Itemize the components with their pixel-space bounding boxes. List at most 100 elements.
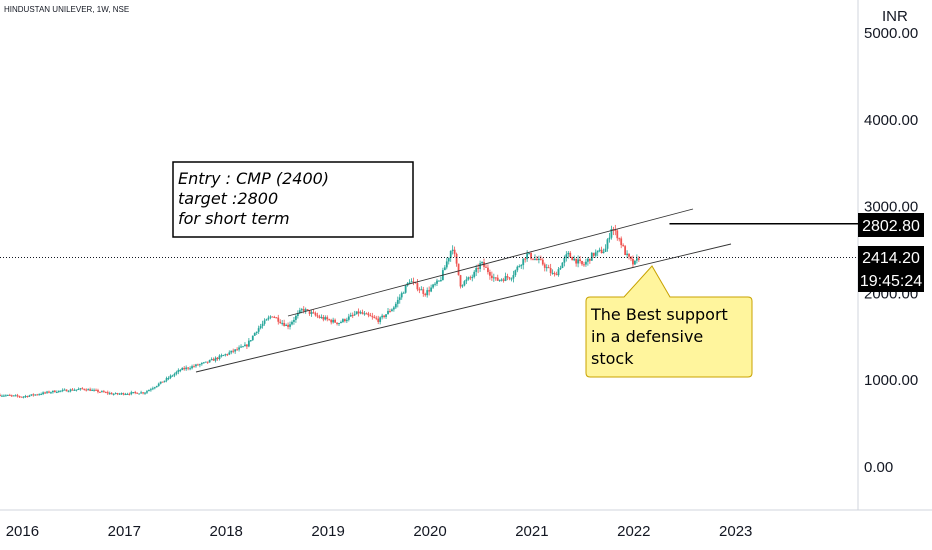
ticker-title: HINDUSTAN UNILEVER, 1W, NSE: [4, 5, 129, 14]
candle: [4, 394, 7, 397]
callout-bubble[interactable]: [585, 265, 753, 378]
price-tag-level-bg: [858, 213, 924, 237]
candle: [65, 389, 68, 392]
candle: [539, 255, 542, 261]
candle: [228, 350, 231, 356]
candle: [381, 313, 384, 320]
x-tick-label: 2023: [719, 523, 752, 540]
price-tag-level: 2802.80: [862, 218, 920, 235]
candle: [59, 390, 62, 393]
candle: [428, 286, 431, 296]
candle: [75, 389, 78, 392]
candle: [206, 361, 209, 364]
candle: [265, 318, 268, 321]
candle: [510, 277, 513, 282]
candle: [214, 356, 217, 363]
candle: [330, 318, 333, 325]
candle: [583, 261, 585, 267]
candle: [359, 310, 362, 315]
candle: [85, 388, 88, 392]
candle: [289, 321, 291, 330]
candle: [8, 393, 11, 396]
candle: [36, 393, 39, 396]
candle: [430, 284, 433, 293]
candle: [283, 319, 286, 327]
candle: [167, 376, 170, 381]
candle: [295, 314, 297, 323]
x-tick-label: 2017: [108, 523, 141, 540]
candle: [365, 312, 368, 315]
candle: [447, 257, 450, 265]
candle: [537, 255, 540, 264]
candle: [500, 278, 503, 282]
candle: [634, 260, 636, 266]
candle: [314, 311, 317, 317]
entry-line-3: for short term: [178, 209, 290, 228]
candle: [579, 256, 581, 264]
candle: [267, 315, 270, 321]
channel-upper-trendline[interactable]: [287, 208, 694, 317]
candle: [189, 366, 191, 371]
y-tick-label: 5000.00: [864, 25, 918, 42]
candle: [101, 390, 103, 393]
candle: [261, 320, 264, 329]
candle: [471, 274, 474, 282]
channel-lower-trendline[interactable]: [195, 243, 732, 373]
candle: [310, 310, 313, 317]
candle: [122, 392, 125, 396]
candle: [240, 344, 242, 348]
candle: [95, 388, 97, 391]
candle: [626, 250, 628, 259]
candle: [449, 250, 452, 262]
candle: [404, 285, 407, 294]
candle: [557, 266, 560, 277]
candle: [443, 265, 446, 271]
candle: [210, 357, 213, 361]
candle: [371, 312, 374, 320]
candle: [32, 393, 35, 397]
candle: [424, 292, 427, 297]
candle: [312, 309, 315, 314]
candle: [606, 238, 609, 252]
candle: [512, 270, 515, 283]
candle: [30, 394, 33, 397]
candle: [422, 286, 425, 297]
candle: [106, 390, 109, 396]
candle: [467, 276, 470, 281]
candle: [177, 368, 180, 375]
candle: [293, 317, 295, 325]
candle: [249, 339, 252, 343]
candle: [551, 269, 554, 275]
candle: [498, 279, 501, 282]
candle: [275, 316, 278, 319]
candle: [561, 262, 564, 269]
candle: [361, 309, 364, 315]
candle: [138, 393, 141, 395]
candle: [146, 390, 148, 395]
candle: [320, 314, 323, 319]
candle: [516, 265, 519, 273]
y-tick-label: 3000.00: [864, 199, 918, 216]
candle: [469, 275, 472, 281]
candle: [571, 256, 574, 261]
candle: [530, 251, 532, 261]
entry-box[interactable]: [172, 161, 414, 238]
candle: [594, 249, 597, 258]
candle: [187, 367, 190, 371]
candle: [342, 318, 344, 323]
candle: [410, 278, 413, 283]
candle: [46, 390, 48, 394]
candle: [541, 257, 544, 266]
candle: [251, 335, 254, 342]
x-tick-label: 2020: [413, 523, 446, 540]
candle: [618, 237, 621, 242]
candle: [179, 368, 182, 373]
candle: [592, 252, 595, 258]
candle: [536, 255, 538, 261]
candle: [351, 312, 354, 319]
candle: [336, 322, 338, 326]
candle: [453, 246, 456, 258]
candle: [291, 320, 293, 326]
